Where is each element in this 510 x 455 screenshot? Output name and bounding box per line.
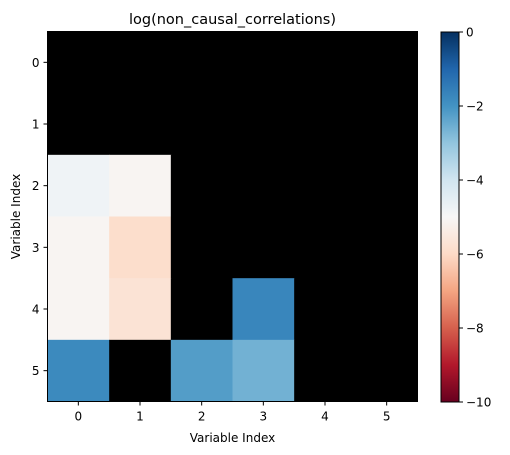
heatmap-cell [47,278,110,341]
heatmap-cell [109,339,172,402]
x-tick-label: 1 [136,410,144,424]
heatmap-cell [170,154,233,217]
heatmap-cell [355,154,418,217]
heatmap-cell [170,93,233,156]
y-tick-label: 2 [32,179,40,193]
colorbar-ticks: 0 −2 −4 −6 −8 −10 [459,26,491,410]
heatmap-cell [47,339,110,402]
heatmap-cell [355,278,418,341]
y-tick-label: 1 [32,118,40,132]
heatmap-cell [355,339,418,402]
heatmap-cell [294,154,357,217]
heatmap-cell [170,31,233,94]
heatmap-cell [232,278,295,341]
heatmap-cell [109,31,172,94]
heatmap-cell [47,216,110,279]
heatmap-cell [232,93,295,156]
colorbar-tick-label: −10 [466,396,491,410]
heatmap-cell [47,93,110,156]
heatmap-cell [47,154,110,217]
y-tick-label: 3 [32,241,40,255]
heatmap-cells [47,31,418,402]
y-axis-ticks: 0 1 2 3 4 5 [32,56,48,378]
heatmap-cell [294,339,357,402]
heatmap-cell [232,216,295,279]
colorbar-tick-label: −4 [466,174,484,188]
x-tick-label: 4 [321,410,329,424]
colorbar-tick-label: −6 [466,248,484,262]
y-tick-label: 5 [32,364,40,378]
colorbar [440,31,460,403]
x-axis-ticks: 0 1 2 3 4 5 [75,401,391,424]
x-axis-label: Variable Index [190,431,275,445]
heatmap-cell [170,216,233,279]
heatmap-cell [109,93,172,156]
y-axis-label: Variable Index [9,174,23,259]
heatmap-cell [109,216,172,279]
heatmap-cell [232,154,295,217]
heatmap-cell [294,278,357,341]
x-tick-label: 2 [198,410,206,424]
x-tick-label: 5 [383,410,391,424]
y-tick-label: 0 [32,56,40,70]
heatmap-cell [355,216,418,279]
heatmap-cell [109,278,172,341]
colorbar-tick-label: −8 [466,322,484,336]
heatmap-cell [170,278,233,341]
x-tick-label: 0 [75,410,83,424]
x-tick-label: 3 [260,410,268,424]
chart-title: log(non_causal_correlations) [129,12,336,28]
heatmap-cell [47,31,110,94]
heatmap-cell [355,31,418,94]
heatmap-cell [109,154,172,217]
colorbar-tick-label: 0 [466,26,474,40]
y-tick-label: 4 [32,303,40,317]
colorbar-tick-label: −2 [466,100,484,114]
heatmap-cell [232,31,295,94]
heatmap-cell [294,31,357,94]
heatmap-cell [294,216,357,279]
plot-frame [47,31,418,402]
heatmap-cell [355,93,418,156]
heatmap-cell [170,339,233,402]
heatmap-cell [294,93,357,156]
heatmap-cell [232,339,295,402]
